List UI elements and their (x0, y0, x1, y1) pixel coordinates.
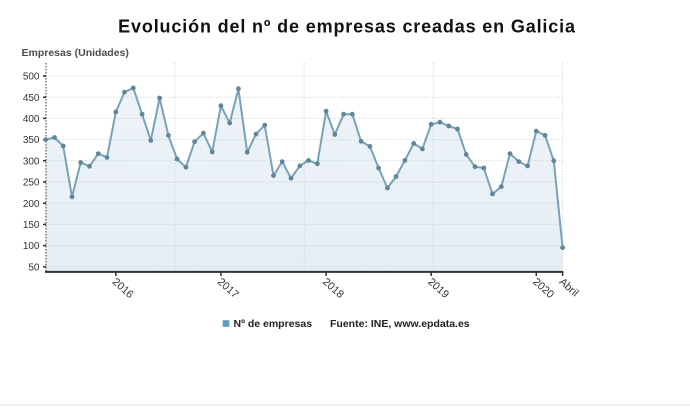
svg-text:200: 200 (23, 199, 40, 210)
svg-text:Fuente: INE, www.epdata.es: Fuente: INE, www.epdata.es (330, 318, 470, 330)
svg-text:Empresas (Unidades): Empresas (Unidades) (22, 47, 129, 59)
svg-text:250: 250 (23, 178, 40, 189)
svg-text:50: 50 (28, 262, 40, 273)
svg-text:350: 350 (23, 135, 40, 146)
svg-text:450: 450 (23, 93, 40, 104)
svg-text:150: 150 (23, 220, 40, 231)
svg-text:400: 400 (23, 114, 40, 125)
svg-text:100: 100 (23, 241, 40, 252)
svg-text:Evolución del nº de empresas c: Evolución del nº de empresas creadas en … (118, 17, 576, 37)
svg-text:500: 500 (23, 72, 40, 83)
svg-text:300: 300 (23, 156, 40, 167)
svg-text:Nº de empresas: Nº de empresas (234, 318, 313, 330)
